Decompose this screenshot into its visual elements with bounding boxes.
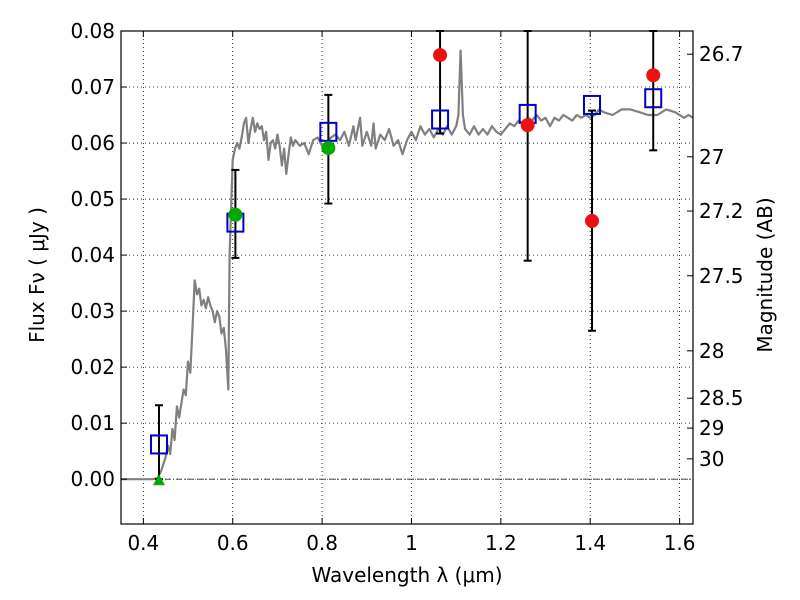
mag-tick-label: 27.2 — [699, 199, 744, 223]
y-tick-label: 0.01 — [70, 411, 115, 435]
model-square-marker — [149, 434, 168, 455]
x-tick-label: 1.4 — [574, 531, 606, 555]
x-tick-label: 1.2 — [485, 531, 517, 555]
mag-tick-label: 30 — [699, 447, 724, 471]
green-circle-marker — [228, 207, 243, 222]
green-circle-marker — [321, 141, 336, 156]
mag-tick-label: 27 — [699, 145, 724, 169]
y-tick-labels: 0.00 0.01 0.02 0.03 0.04 0.05 0.06 0.07 0.08 — [70, 19, 115, 491]
x-tick-label: 1.6 — [664, 531, 696, 555]
ticks-layer — [121, 30, 693, 524]
x-tick-label: 0.8 — [306, 531, 338, 555]
mag-tick-label: 28.5 — [699, 386, 744, 410]
mag-tick-label: 29 — [699, 416, 724, 440]
y-tick-label: 0.07 — [70, 75, 115, 99]
plot-frame — [120, 30, 694, 525]
y-tick-label: 0.00 — [70, 467, 115, 491]
model-square-marker — [644, 88, 663, 109]
x-tick-label: 1 — [405, 531, 418, 555]
y-tick-label: 0.04 — [70, 243, 115, 267]
mag-tick-label: 27.5 — [699, 264, 744, 288]
x-tick-label: 0.4 — [127, 531, 159, 555]
x-tick-label: 0.6 — [217, 531, 249, 555]
mag-tick-label: 28 — [699, 339, 724, 363]
mag-tick-label: 26.7 — [699, 42, 744, 66]
y-axis-title: Flux Fν ( μJy ) — [25, 207, 49, 343]
red-circle-marker — [585, 213, 600, 228]
y-tick-label: 0.08 — [70, 19, 115, 43]
y-tick-label: 0.05 — [70, 187, 115, 211]
model-square-marker — [319, 121, 338, 142]
green-triangle-marker — [152, 474, 165, 486]
spectrum-layer — [121, 49, 694, 481]
y-tick-label: 0.03 — [70, 299, 115, 323]
y-tick-label: 0.02 — [70, 355, 115, 379]
red-circle-marker — [520, 118, 535, 133]
magnitude-tick-labels: 26.7 27 27.2 27.5 28 28.5 29 30 — [699, 42, 744, 471]
y-tick-label: 0.06 — [70, 131, 115, 155]
markers-layer — [149, 48, 663, 486]
x-tick-labels: 0.4 0.6 0.8 1 1.2 1.4 1.6 — [127, 531, 695, 555]
right-axis-title: Magnitude (AB) — [753, 197, 777, 352]
model-square-marker — [583, 94, 602, 115]
red-circle-marker — [646, 68, 661, 83]
x-axis-title: Wavelength λ (μm) — [311, 563, 502, 587]
spectrum-line — [121, 49, 694, 481]
red-circle-marker — [433, 48, 448, 63]
model-square-marker — [431, 109, 450, 130]
